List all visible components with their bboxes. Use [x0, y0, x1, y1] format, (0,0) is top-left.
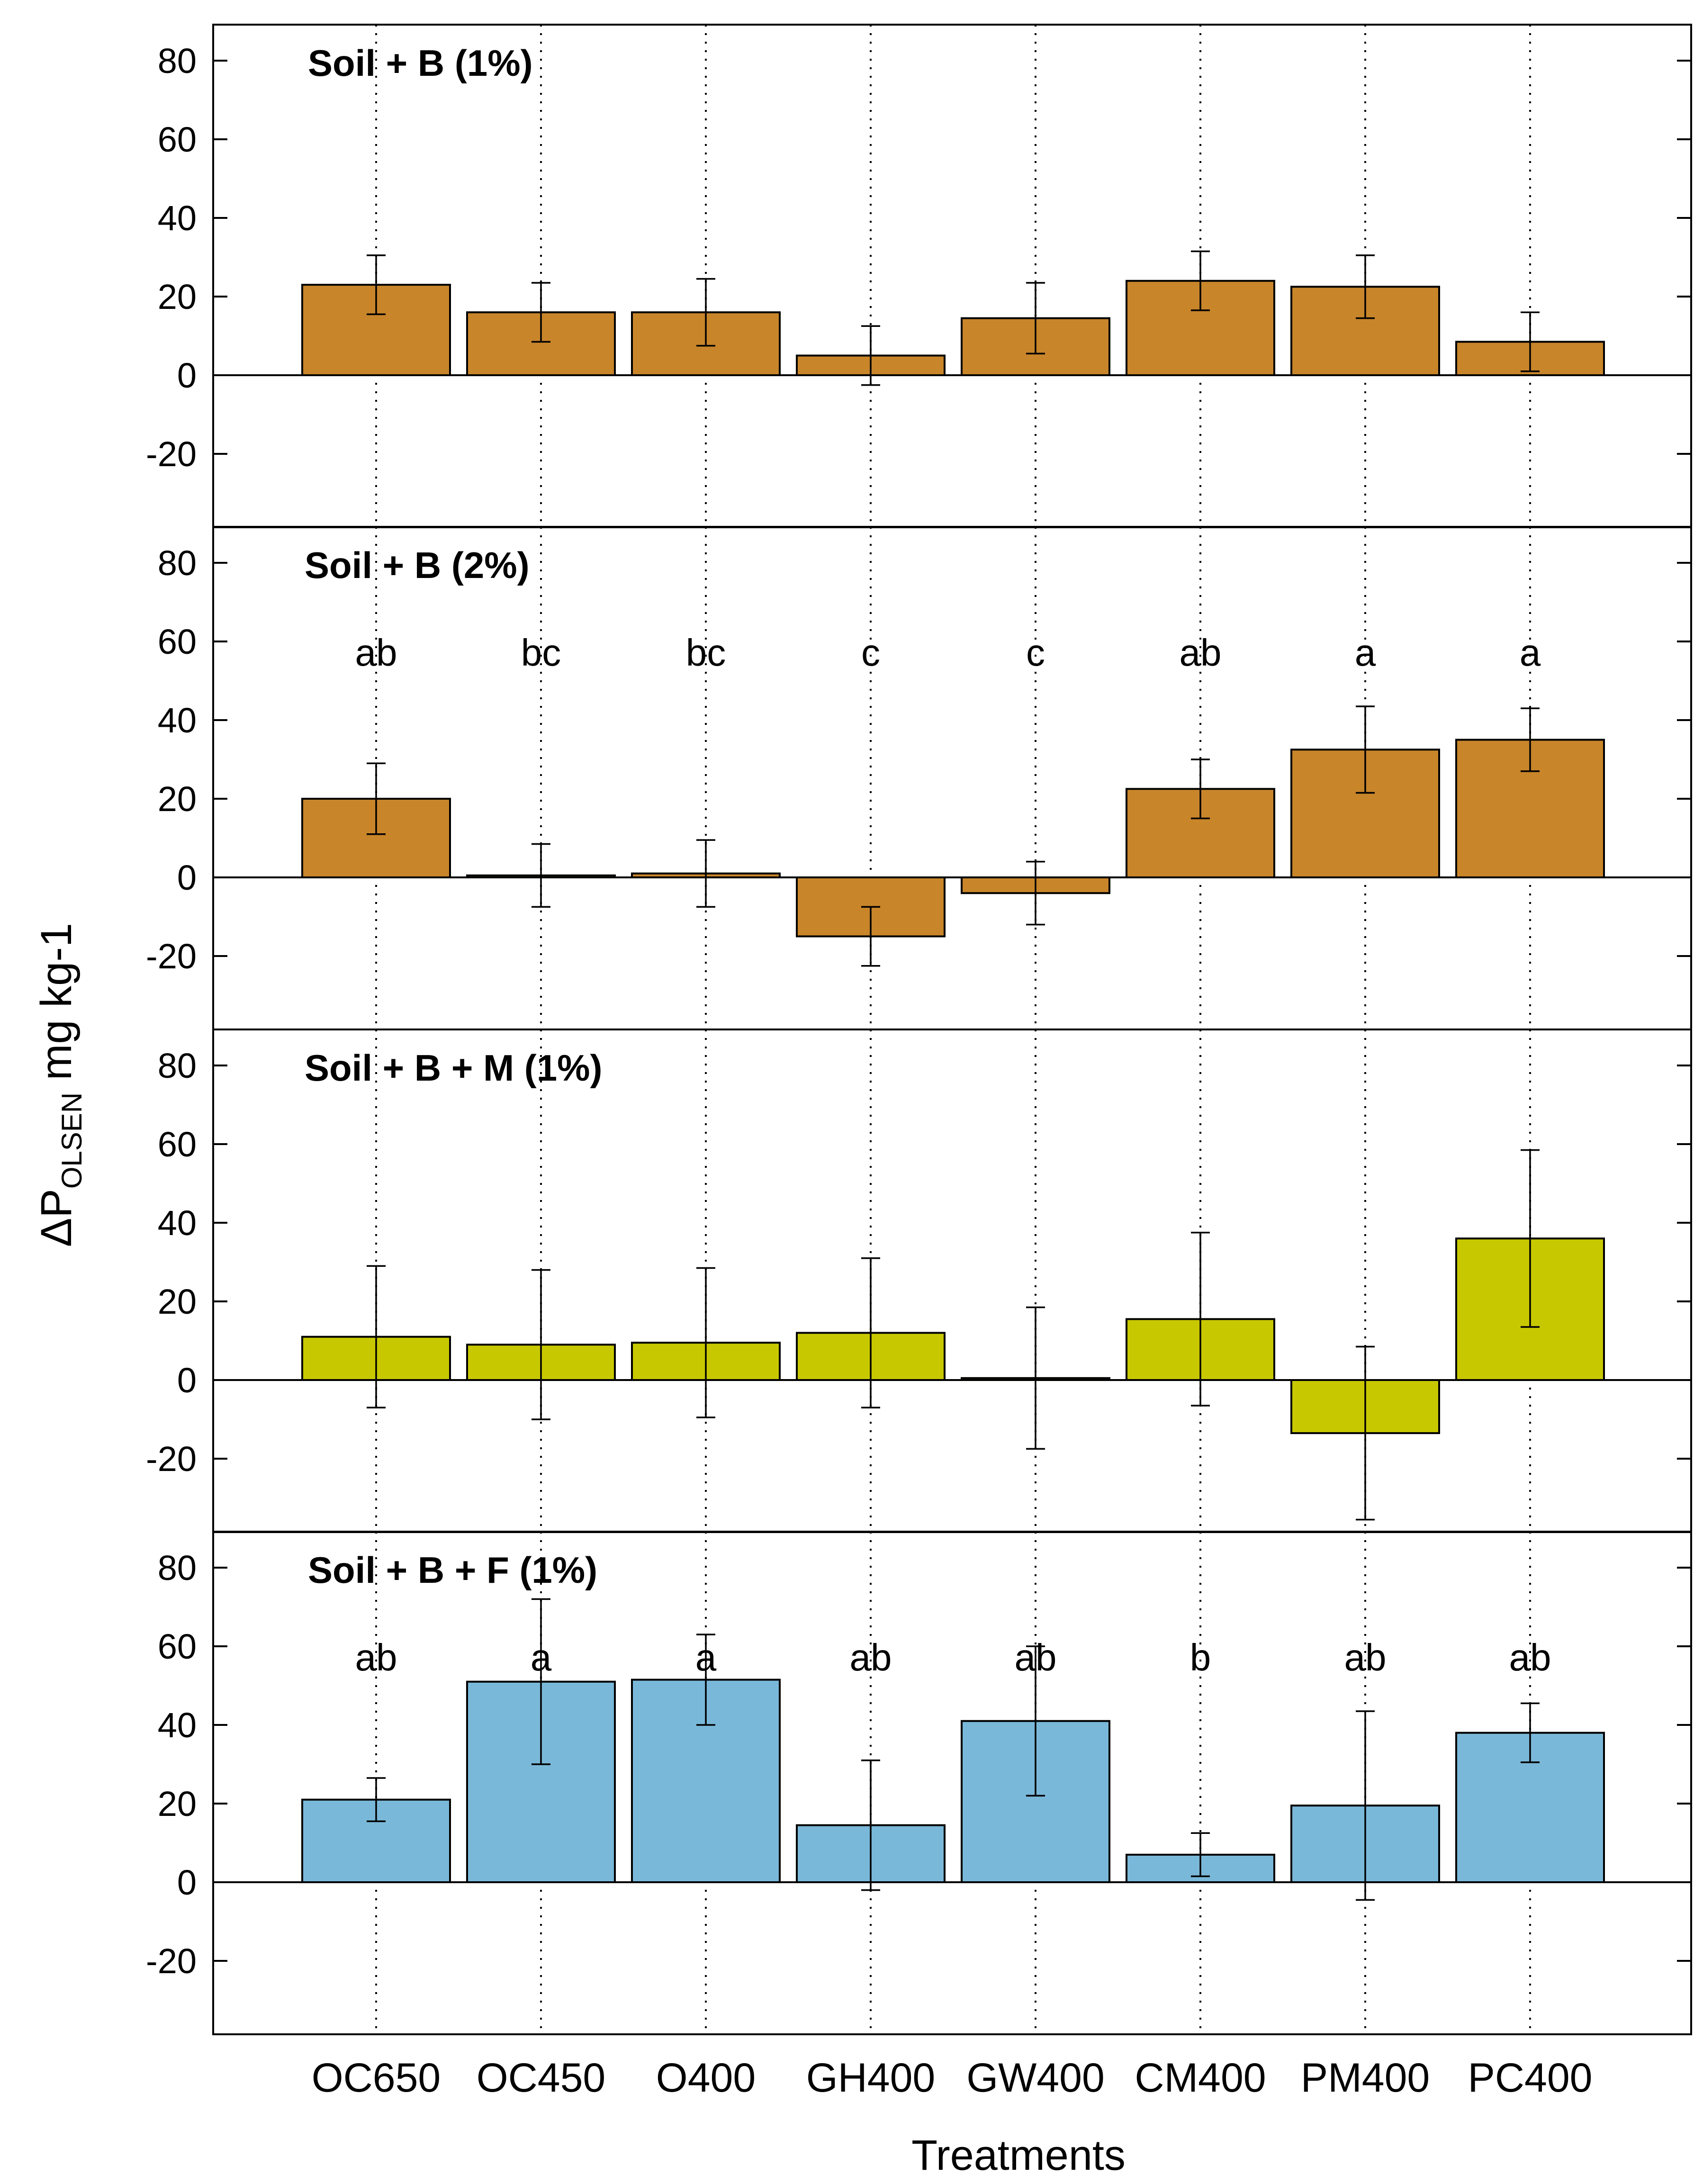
y-tick-label: 60: [158, 120, 197, 159]
significance-letter: ab: [1015, 1636, 1057, 1679]
y-tick-label: 80: [158, 1046, 197, 1085]
panel-3: 80 60 40 20 0 -20 Soil + B + M (1%): [146, 1029, 1692, 1533]
panel-4: 80 60 40 20 0 -20 ab a a ab ab b ab ab Soil + B + F (1…: [146, 1531, 1692, 2035]
y-axis-label-suffix: mg kg-1: [32, 923, 81, 1092]
panel-title: Soil + B (1%): [308, 42, 533, 84]
panel-title: Soil + B + F (1%): [308, 1549, 597, 1591]
category-axis-labels: OC650 OC450 O400 GH400 GW400 CM400 PM400 PC400: [312, 2055, 1593, 2101]
significance-letter: ab: [1180, 632, 1222, 674]
significance-letter: ab: [355, 1636, 397, 1679]
y-tick-label: -20: [146, 434, 197, 474]
category-label: OC450: [477, 2055, 606, 2101]
panel-frame: [212, 1531, 1692, 2035]
panel-title: Soil + B + M (1%): [305, 1047, 602, 1089]
significance-letter: ab: [850, 1636, 892, 1679]
y-tick-label: 0: [177, 1863, 197, 1902]
significance-letter: ab: [1509, 1636, 1551, 1679]
significance-letter: c: [1026, 632, 1045, 674]
panel-title: Soil + B (2%): [305, 544, 530, 586]
y-axis-label: ΔPOLSEN mg kg-1: [32, 923, 88, 1247]
y-tick-label: 0: [177, 858, 197, 897]
x-axis-label: Treatments: [911, 2132, 1126, 2179]
y-tick-label: 40: [158, 1706, 197, 1745]
y-tick-label: 60: [158, 622, 197, 661]
y-tick-label: 40: [158, 1203, 197, 1243]
y-tick-label: -20: [146, 937, 197, 976]
y-tick-label: 20: [158, 779, 197, 819]
panel-2: 80 60 40 20 0 -20 ab bc bc c c ab a a Soil + B (2%): [146, 526, 1692, 1030]
y-tick-label: 60: [158, 1627, 197, 1666]
y-tick-label: 0: [177, 356, 197, 395]
significance-letter: ab: [355, 632, 397, 674]
significance-letter: a: [695, 1636, 717, 1679]
significance-letter: a: [1355, 632, 1376, 674]
y-tick-label: 80: [158, 1548, 197, 1588]
category-label: GH400: [806, 2055, 936, 2101]
y-axis-label-prefix: ΔP: [32, 1189, 81, 1247]
category-label: OC650: [312, 2055, 441, 2101]
panel-1: 80 60 40 20 0 -20 Soil + B (1%): [146, 24, 1692, 528]
y-tick-label: 0: [177, 1361, 197, 1400]
significance-letter: ab: [1344, 1636, 1387, 1679]
y-axis-label-subscript: OLSEN: [56, 1092, 88, 1189]
significance-letter: bc: [521, 632, 561, 674]
y-tick-label: 80: [158, 41, 197, 81]
category-label: O400: [656, 2055, 756, 2101]
y-tick-label: 40: [158, 701, 197, 740]
category-label: CM400: [1135, 2055, 1266, 2101]
significance-letter: a: [531, 1636, 552, 1679]
y-tick-label: 20: [158, 1784, 197, 1823]
y-tick-label: -20: [146, 1941, 197, 1981]
significance-letter: c: [861, 632, 880, 674]
significance-letter: b: [1190, 1636, 1211, 1679]
category-label: PM400: [1301, 2055, 1430, 2101]
panel-frame: [212, 24, 1692, 528]
significance-letter: a: [1520, 632, 1541, 674]
y-tick-label: 20: [158, 277, 197, 316]
category-label: GW400: [966, 2055, 1105, 2101]
y-tick-label: -20: [146, 1439, 197, 1479]
y-tick-label: 40: [158, 199, 197, 238]
y-tick-label: 60: [158, 1125, 197, 1164]
y-tick-label: 80: [158, 543, 197, 583]
significance-letter: bc: [686, 632, 726, 674]
category-label: PC400: [1468, 2055, 1593, 2101]
y-tick-label: 20: [158, 1282, 197, 1321]
